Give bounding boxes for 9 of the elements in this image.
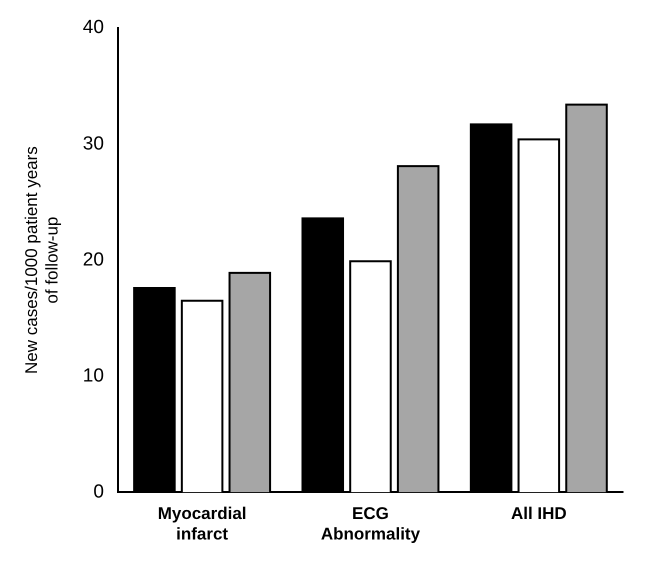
y-axis-title: New cases/1000 patient years of follow-up bbox=[22, 146, 62, 374]
y-tick-label: 0 bbox=[93, 481, 104, 502]
y-tick-label: 40 bbox=[82, 17, 104, 38]
x-tick-label: Myocardial infarct bbox=[158, 504, 247, 544]
x-tick-label: All IHD bbox=[510, 504, 567, 524]
y-tick-label: 30 bbox=[82, 133, 104, 154]
x-tick-label: ECG Abnormality bbox=[320, 504, 421, 544]
y-tick-label: 10 bbox=[82, 365, 104, 386]
y-tick-label: 20 bbox=[82, 249, 104, 270]
